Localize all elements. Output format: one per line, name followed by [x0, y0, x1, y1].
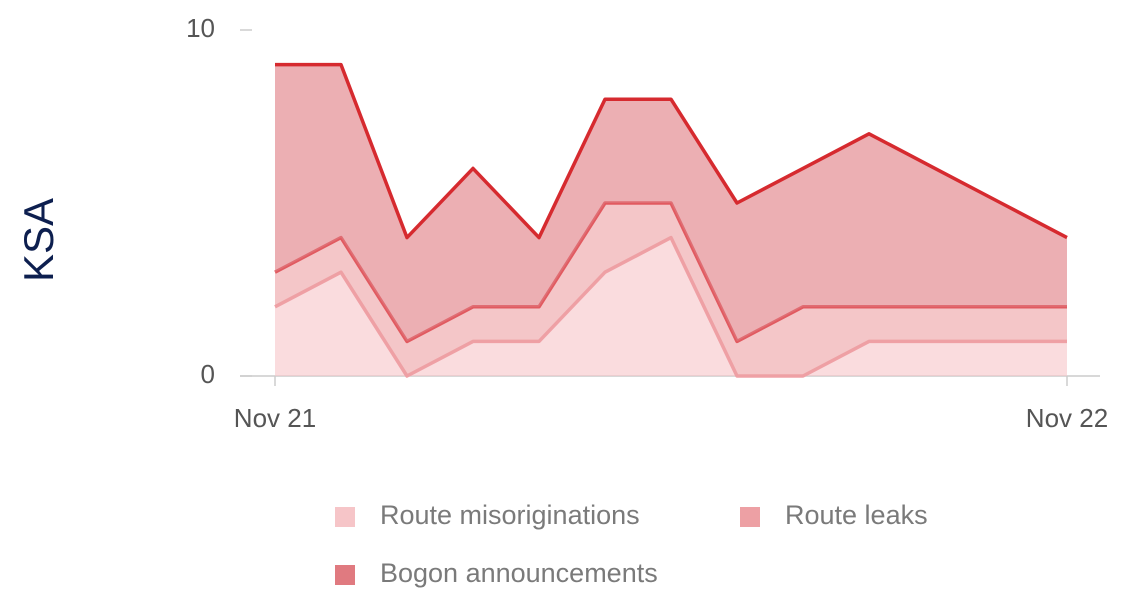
legend-label: Bogon announcements: [380, 558, 658, 588]
y-axis-label: KSA: [15, 198, 62, 282]
y-tick-label: 10: [186, 13, 215, 43]
area-fill: [275, 64, 1067, 342]
legend-label: Route misoriginations: [380, 500, 640, 530]
area-line: [275, 62, 1068, 240]
legend-label: Route leaks: [785, 500, 928, 530]
legend-swatch: [335, 507, 355, 527]
x-tick-label: Nov 21: [234, 403, 316, 433]
x-tick-label: Nov 22: [1026, 403, 1108, 433]
area-fill: [275, 203, 1067, 376]
y-tick-label: 0: [201, 359, 215, 389]
legend-swatch: [740, 507, 760, 527]
legend-swatch: [335, 565, 355, 585]
